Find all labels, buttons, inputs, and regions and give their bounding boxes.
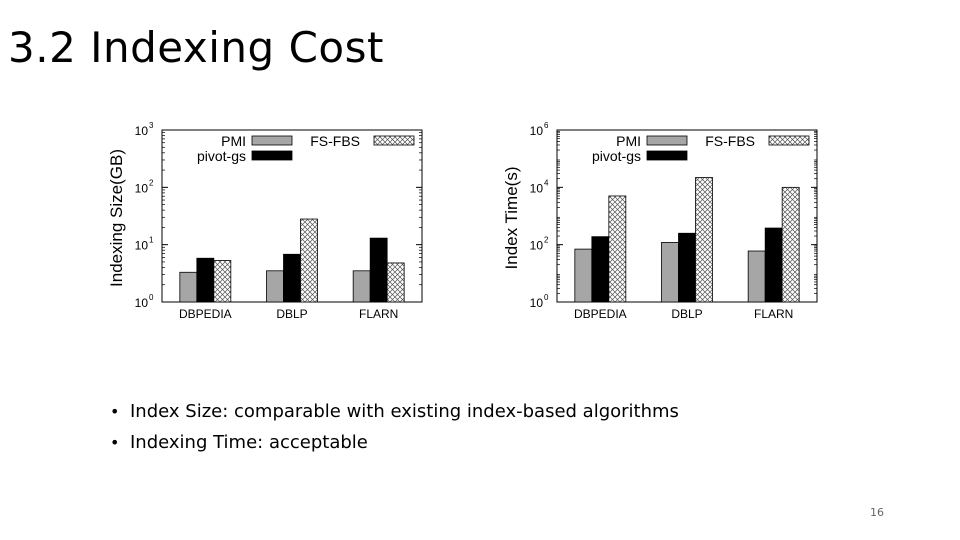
bullet-list: Index Size: comparable with existing ind… xyxy=(110,396,679,458)
legend-swatch-fs-fbs xyxy=(768,135,810,146)
bar-fs-fbs-dblp xyxy=(695,177,713,303)
y-tick-label: 10 xyxy=(135,239,149,253)
legend-swatch-fs-fbs xyxy=(373,135,415,146)
bullet-item-index-size: Index Size: comparable with existing ind… xyxy=(110,396,679,427)
bar-pivot-gs-flarn xyxy=(369,237,388,303)
bar-pivot-gs-dbpedia xyxy=(196,257,215,303)
legend-swatch-pmi xyxy=(251,135,293,146)
bar-pivot-gs-dblp xyxy=(678,232,696,303)
y-tick-exponent: 6 xyxy=(544,121,549,130)
bar-fs-fbs-dblp xyxy=(300,218,318,303)
y-tick-label: 10 xyxy=(530,181,544,195)
bar-pivot-gs-dblp xyxy=(283,253,301,303)
y-tick-label: 10 xyxy=(135,181,149,195)
page-number: 16 xyxy=(870,506,884,519)
y-tick-exponent: 1 xyxy=(149,236,154,245)
bar-fs-fbs-flarn xyxy=(386,262,405,303)
x-tick-label: DBLP xyxy=(276,307,307,321)
bar-pivot-gs-flarn xyxy=(764,227,783,303)
y-axis-label: Indexing Size(GB) xyxy=(107,149,126,287)
y-tick-exponent: 3 xyxy=(149,121,154,130)
y-tick-label: 10 xyxy=(530,296,544,310)
y-tick-label: 10 xyxy=(135,296,149,310)
legend-label-pivot-gs: pivot-gs xyxy=(197,148,246,164)
legend-label-pmi: PMI xyxy=(221,133,246,149)
y-axis-label: Index Time(s) xyxy=(502,167,521,270)
x-tick-label: FLARN xyxy=(754,307,793,321)
bar-fs-fbs-dbpedia xyxy=(608,195,627,303)
y-tick-label: 10 xyxy=(530,124,544,138)
bar-pmi-dbpedia xyxy=(574,248,593,303)
y-tick-exponent: 2 xyxy=(544,236,549,245)
legend-label-fs-fbs: FS-FBS xyxy=(310,133,360,149)
bar-pmi-dbpedia xyxy=(179,271,198,303)
x-tick-label: DBPEDIA xyxy=(179,307,232,321)
bar-pivot-gs-dbpedia xyxy=(591,236,610,303)
legend-swatch-pmi xyxy=(646,135,688,146)
legend-label-pivot-gs: pivot-gs xyxy=(592,148,641,164)
y-tick-exponent: 4 xyxy=(544,178,549,187)
legend-swatch-pivot-gs xyxy=(646,150,688,161)
slide-title: 3.2 Indexing Cost xyxy=(8,23,384,72)
bar-pmi-dblp xyxy=(661,241,679,303)
bar-fs-fbs-dbpedia xyxy=(213,260,232,303)
x-tick-label: DBPEDIA xyxy=(574,307,627,321)
y-tick-exponent: 0 xyxy=(544,293,549,302)
bar-pmi-flarn xyxy=(352,270,371,303)
x-tick-label: DBLP xyxy=(671,307,702,321)
bar-pmi-flarn xyxy=(747,250,766,303)
bullet-item-indexing-time: Indexing Time: acceptable xyxy=(110,427,679,458)
legend-label-pmi: PMI xyxy=(616,133,641,149)
bar-fs-fbs-flarn xyxy=(781,186,800,303)
y-tick-label: 10 xyxy=(530,239,544,253)
y-tick-exponent: 2 xyxy=(149,178,154,187)
indexing-size-chart: 10 0 10 1 10 2 10 3 Indexing Size(GB) DBPEDIA DBLP… xyxy=(100,112,430,332)
index-time-chart: 10 0 10 2 10 4 10 6 Index Time(s) DBPEDIA DBLP FLAR… xyxy=(495,112,825,332)
x-tick-label: FLARN xyxy=(359,307,398,321)
bar-pmi-dblp xyxy=(266,270,284,303)
y-tick-exponent: 0 xyxy=(149,293,154,302)
legend-label-fs-fbs: FS-FBS xyxy=(705,133,755,149)
y-tick-label: 10 xyxy=(135,124,149,138)
legend-swatch-pivot-gs xyxy=(251,150,293,161)
